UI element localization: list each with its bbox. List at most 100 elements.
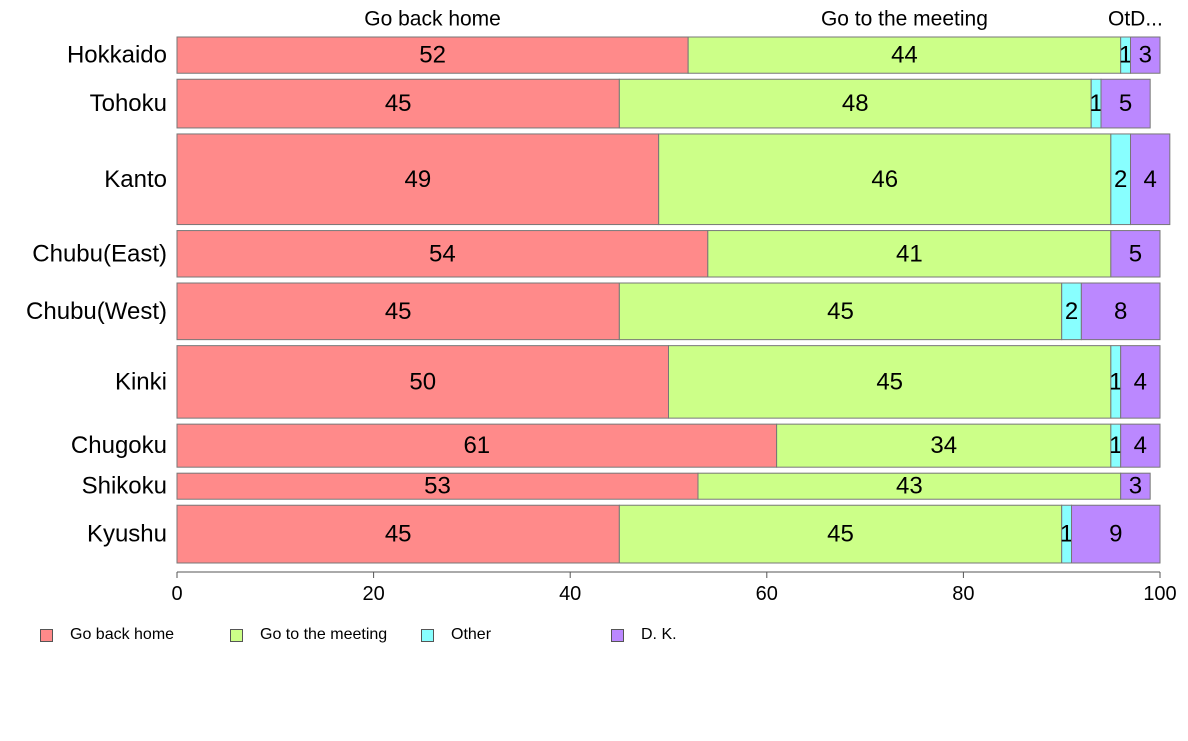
bar-segment-hokkaido-go-to-the-meeting <box>687 36 1122 74</box>
bar-segment-shikoku-go-to-the-meeting <box>697 472 1122 500</box>
data-label-kanto-go-to-the-meeting: 46 <box>871 166 898 193</box>
data-label-chugoku-other: 1 <box>1109 432 1122 459</box>
data-label-kinki-d-k: 4 <box>1134 368 1147 395</box>
legend-label-go-back-home: Go back home <box>70 626 175 643</box>
category-label-tohoku: Tohoku <box>90 90 167 117</box>
top-column-label-2: Go to the meeting <box>821 8 988 31</box>
data-label-tohoku-go-back-home: 45 <box>385 90 412 117</box>
legend-swatch-other <box>421 628 434 642</box>
data-label-kyushu-go-back-home: 45 <box>385 521 412 548</box>
category-label-hokkaido: Hokkaido <box>67 42 167 69</box>
bar-row-kinki: Kinki 50 45 1 4 <box>115 345 1161 419</box>
data-label-kinki-other: 1 <box>1109 368 1122 395</box>
data-label-kanto-other: 2 <box>1114 166 1127 193</box>
legend-label-go-to-the-meeting: Go to the meeting <box>260 626 388 643</box>
legend-item-other: Other <box>421 624 491 646</box>
category-label-chubu-west: Chubu(West) <box>26 298 167 325</box>
legend-label-other: Other <box>451 626 492 643</box>
x-tick-label-0: 0 <box>171 583 182 605</box>
data-label-hokkaido-go-back-home: 52 <box>419 42 446 69</box>
x-tick-label-80: 80 <box>952 583 974 605</box>
data-label-shikoku-d-k: 3 <box>1129 473 1142 500</box>
bar-segment-kanto-go-to-the-meeting <box>658 133 1112 226</box>
bar-segment-kyushu-d-k <box>1071 504 1161 564</box>
data-label-kyushu-d-k: 9 <box>1109 521 1122 548</box>
legend-item-go-back-home: Go back home <box>40 624 174 646</box>
data-label-tohoku-d-k: 5 <box>1119 90 1132 117</box>
data-label-chubu-west-d-k: 8 <box>1114 298 1127 325</box>
bar-segment-kinki-go-back-home <box>176 345 669 419</box>
data-label-shikoku-go-back-home: 53 <box>424 473 451 500</box>
bar-row-chubu-west: Chubu(West) 45 45 2 8 <box>26 282 1161 341</box>
top-column-label-3: OtD... <box>1108 8 1163 31</box>
data-label-shikoku-go-to-the-meeting: 43 <box>896 473 923 500</box>
bar-segment-kanto-d-k <box>1130 133 1171 226</box>
bar-row-shikoku: Shikoku 53 43 3 <box>82 472 1151 500</box>
legend-label-dk: D. K. <box>641 626 677 643</box>
bar-segment-hokkaido-go-back-home <box>176 36 689 74</box>
category-label-kinki: Kinki <box>115 368 167 395</box>
legend-swatch-dk <box>611 628 624 642</box>
bar-segment-kinki-go-to-the-meeting <box>668 345 1112 419</box>
data-label-kyushu-other: 1 <box>1060 521 1073 548</box>
bar-segment-tohoku-go-back-home <box>176 78 620 129</box>
category-label-shikoku: Shikoku <box>82 473 167 500</box>
bar-segment-shikoku-go-back-home <box>176 472 699 500</box>
bar-segment-chugoku-d-k <box>1120 423 1161 468</box>
data-label-chubu-east-go-to-the-meeting: 41 <box>896 240 923 267</box>
bar-segment-chubu-east-d-k <box>1110 230 1161 278</box>
bar-segment-kyushu-go-to-the-meeting <box>618 504 1063 564</box>
data-label-kyushu-go-to-the-meeting: 45 <box>827 521 854 548</box>
legend: Go back home Go to the meeting Other D. … <box>40 624 840 646</box>
x-tick-label-40: 40 <box>559 583 581 605</box>
category-label-chugoku: Chugoku <box>71 432 167 459</box>
bar-segment-kinki-d-k <box>1120 345 1161 419</box>
x-tick-label-60: 60 <box>756 583 778 605</box>
data-label-chubu-east-d-k: 5 <box>1129 240 1142 267</box>
bar-segment-tohoku-d-k <box>1100 78 1151 129</box>
bar-row-chugoku: Chugoku 61 34 1 4 <box>71 423 1161 468</box>
bar-segment-chubu-west-d-k <box>1080 282 1161 341</box>
bar-row-kanto: Kanto 49 46 2 4 <box>104 133 1171 226</box>
top-label-group: Go back home Go to the meeting OtD... <box>364 8 1163 31</box>
x-tick-label-100: 100 <box>1143 583 1176 605</box>
bar-row-chubu-east: Chubu(East) 54 41 5 <box>32 230 1161 278</box>
data-label-kinki-go-back-home: 50 <box>409 368 436 395</box>
data-label-chubu-west-go-to-the-meeting: 45 <box>827 298 854 325</box>
bar-segment-chubu-west-go-to-the-meeting <box>618 282 1063 341</box>
bar-segment-chubu-east-go-to-the-meeting <box>707 230 1112 278</box>
legend-item-go-to-the-meeting: Go to the meeting <box>230 624 387 646</box>
bar-segment-chugoku-go-back-home <box>176 423 778 468</box>
legend-swatch-go-to-the-meeting <box>230 628 243 642</box>
x-axis: 0 20 40 60 80 100 <box>171 571 1177 605</box>
data-label-chubu-west-other: 2 <box>1065 298 1078 325</box>
data-label-kanto-go-back-home: 49 <box>404 166 431 193</box>
bar-row-hokkaido: Hokkaido 52 44 1 3 <box>67 36 1161 74</box>
bar-segment-hokkaido-d-k <box>1130 36 1161 74</box>
category-label-kyushu: Kyushu <box>87 521 167 548</box>
bar-segment-tohoku-go-to-the-meeting <box>618 78 1092 129</box>
data-label-hokkaido-other: 1 <box>1119 42 1132 69</box>
x-tick-label-20: 20 <box>362 583 384 605</box>
bar-segment-chubu-east-go-back-home <box>176 230 709 278</box>
data-label-tohoku-other: 1 <box>1089 90 1102 117</box>
data-label-hokkaido-d-k: 3 <box>1139 42 1152 69</box>
data-label-chugoku-d-k: 4 <box>1134 432 1147 459</box>
data-label-hokkaido-go-to-the-meeting: 44 <box>891 42 918 69</box>
bar-row-kyushu: Kyushu 45 45 1 9 <box>87 504 1161 564</box>
data-label-chugoku-go-to-the-meeting: 34 <box>930 432 957 459</box>
data-label-tohoku-go-to-the-meeting: 48 <box>842 90 869 117</box>
top-column-label-1: Go back home <box>364 8 501 31</box>
bar-segment-chubu-west-go-back-home <box>176 282 620 341</box>
category-label-chubu-east: Chubu(East) <box>32 240 167 267</box>
bar-segment-kanto-go-back-home <box>176 133 660 226</box>
category-label-kanto: Kanto <box>104 166 167 193</box>
legend-swatch-go-back-home <box>40 628 53 642</box>
data-label-chugoku-go-back-home: 61 <box>463 432 490 459</box>
data-label-chubu-east-go-back-home: 54 <box>429 240 456 267</box>
legend-item-dk: D. K. <box>611 624 677 646</box>
data-label-kinki-go-to-the-meeting: 45 <box>876 368 903 395</box>
